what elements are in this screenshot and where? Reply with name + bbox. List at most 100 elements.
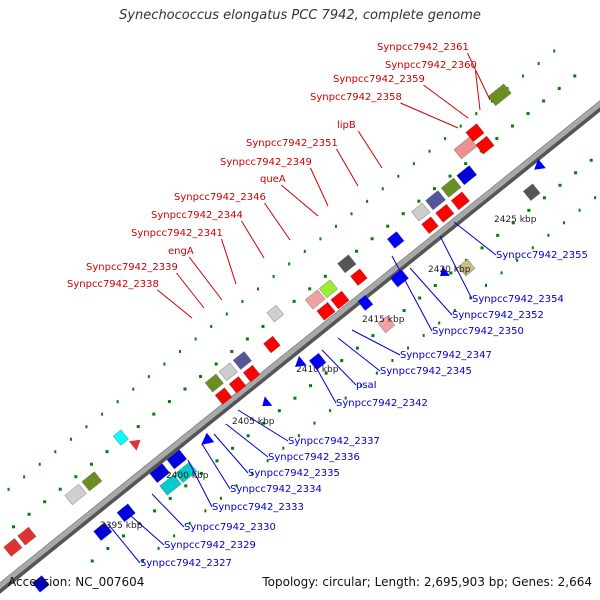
tick-mark — [496, 233, 500, 237]
tick-mark — [324, 371, 328, 375]
forward-gene-label: Synpcc7942_2358 — [310, 92, 402, 103]
tick-mark — [417, 199, 421, 203]
gene-feature-box — [318, 279, 338, 299]
tick-mark — [272, 274, 275, 278]
tick-mark — [23, 475, 26, 479]
gene-feature — [64, 483, 87, 506]
tick-mark — [219, 496, 222, 500]
tick-mark — [152, 412, 156, 416]
reverse-gene-label: Synpcc7942_2330 — [184, 522, 276, 533]
gene-feature-arrow — [128, 439, 141, 451]
gene-feature — [350, 268, 368, 286]
tick-mark — [355, 249, 359, 253]
gene-feature — [204, 373, 224, 393]
tick-mark — [547, 233, 550, 237]
gene-feature — [295, 356, 307, 367]
forward-label-leader — [157, 289, 193, 319]
gene-feature — [242, 364, 261, 383]
gene-feature — [308, 352, 327, 371]
forward-label-leader — [423, 84, 469, 119]
tick-mark — [381, 187, 384, 191]
tick-mark — [375, 371, 378, 375]
tick-mark — [251, 471, 254, 475]
tick-mark — [418, 296, 422, 300]
tick-mark — [230, 349, 234, 353]
tick-mark — [173, 534, 176, 538]
tick-mark — [448, 174, 452, 178]
gene-feature-box — [232, 351, 252, 370]
forward-label-leader — [336, 148, 359, 187]
tick-mark — [215, 459, 219, 463]
reverse-label-leader — [187, 459, 213, 508]
gene-feature-arrow — [440, 266, 451, 277]
gene-feature-arrow — [295, 356, 307, 367]
feature-layer — [3, 83, 546, 593]
gene-feature — [386, 231, 405, 249]
gene-feature-box — [411, 202, 431, 222]
tick-mark — [225, 312, 228, 316]
gene-feature — [357, 294, 374, 311]
tick-mark — [574, 171, 578, 175]
gene-feature — [262, 396, 273, 407]
tick-mark — [74, 475, 78, 479]
tick-mark — [407, 346, 410, 350]
kbp-label: 2395 kbp — [100, 521, 143, 531]
tick-mark — [308, 287, 312, 291]
gene-feature — [116, 503, 136, 523]
kbp-label: 2425 kbp — [494, 215, 537, 225]
gene-feature-box — [64, 483, 87, 506]
reverse-gene-label: Synpcc7942_2350 — [432, 326, 524, 337]
gene-feature-box — [523, 183, 541, 201]
tick-mark — [397, 174, 400, 178]
forward-gene-label: Synpcc7942_2360 — [385, 60, 477, 71]
gene-feature-box — [93, 522, 113, 541]
tick-mark — [297, 434, 300, 438]
reverse-label-leader — [391, 255, 433, 332]
gene-feature-box — [204, 373, 224, 393]
gene-feature — [266, 304, 284, 323]
genome-backbone — [0, 100, 600, 590]
gene-feature — [128, 439, 141, 451]
tick-mark — [147, 375, 150, 379]
gene-feature-box — [81, 471, 103, 492]
tick-mark — [309, 384, 313, 388]
tick-mark — [355, 346, 359, 350]
tick-mark — [526, 112, 530, 116]
gene-feature-arrow — [201, 432, 215, 445]
forward-gene-label: engA — [168, 246, 194, 257]
gene-feature-box — [149, 463, 170, 484]
gene-feature — [534, 158, 546, 170]
forward-gene-label: Synpcc7942_2349 — [220, 157, 312, 168]
gene-feature — [149, 463, 170, 484]
forward-label-leader — [280, 184, 319, 217]
tick-mark — [401, 212, 405, 216]
reverse-label-leader — [151, 493, 185, 528]
tick-mark — [153, 509, 157, 513]
gene-feature-box — [450, 191, 470, 211]
reverse-gene-label: Synpcc7942_2347 — [400, 350, 492, 361]
tick-mark — [444, 137, 447, 141]
gene-feature-box — [266, 304, 284, 323]
tick-mark — [527, 208, 531, 212]
gene-feature — [377, 315, 396, 334]
tick-mark — [257, 287, 260, 291]
tick-mark — [480, 246, 484, 250]
reverse-gene-label: Synpcc7942_2335 — [248, 468, 340, 479]
tick-mark — [38, 462, 41, 466]
tick-mark — [433, 283, 437, 287]
tick-mark — [90, 559, 94, 563]
forward-label-leader — [264, 202, 291, 241]
tick-mark — [11, 525, 15, 529]
forward-label-leader — [310, 167, 329, 207]
tick-mark — [101, 412, 104, 416]
tick-mark — [282, 446, 285, 450]
gene-feature-box — [218, 362, 238, 382]
reverse-label-leader — [439, 235, 473, 300]
gene-feature — [475, 135, 495, 155]
tick-mark — [531, 246, 534, 250]
gene-feature — [304, 289, 326, 310]
gene-feature-box — [456, 165, 478, 186]
reverse-gene-label: Synpcc7942_2352 — [452, 310, 544, 321]
tick-mark — [303, 249, 306, 253]
